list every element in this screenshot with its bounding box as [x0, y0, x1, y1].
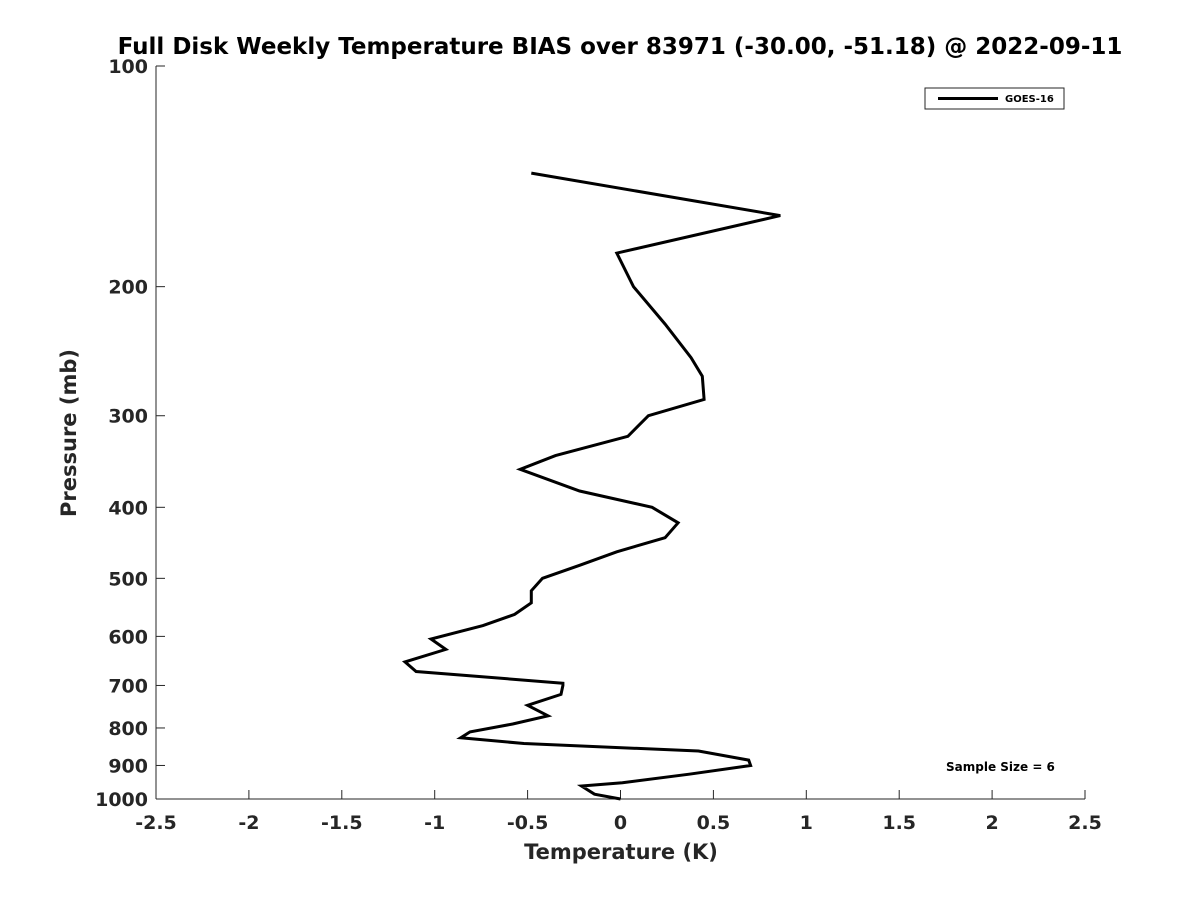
x-tick-label: 1.5 [882, 812, 916, 834]
y-tick-label: 400 [108, 497, 148, 519]
x-tick-label: -1.5 [321, 812, 363, 834]
y-tick-label: 1000 [95, 789, 148, 811]
chart-title: Full Disk Weekly Temperature BIAS over 8… [118, 34, 1123, 60]
y-tick-label: 700 [108, 675, 148, 697]
sample-size-annotation: Sample Size = 6 [946, 760, 1055, 774]
x-tick-label: 2 [985, 812, 998, 834]
x-axis-label: Temperature (K) [524, 840, 718, 864]
x-tick-label: 0 [614, 812, 627, 834]
x-tick-label: -1 [424, 812, 445, 834]
series-lines [401, 171, 781, 801]
x-tick-label: 0.5 [697, 812, 731, 834]
y-axis-ticks: 100 200 300 400 500 600 700 800 900 1000 [95, 56, 165, 811]
legend: GOES-16 [924, 87, 1065, 110]
y-tick-label: 200 [108, 277, 148, 299]
x-tick-label: -2 [238, 812, 259, 834]
x-axis-ticks: -2.5 -2 -1.5 -1 -0.5 0 0.5 1 1.5 2 2.5 [135, 790, 1102, 834]
x-tick-label: 1 [800, 812, 813, 834]
y-axis-label: Pressure (mb) [57, 349, 81, 517]
legend-entry-goes-16: GOES-16 [1005, 94, 1054, 105]
y-tick-label: 300 [108, 406, 148, 428]
y-tick-label: 600 [108, 626, 148, 648]
x-tick-label: -2.5 [135, 812, 177, 834]
y-tick-label: 100 [108, 56, 148, 78]
y-tick-label: 800 [108, 718, 148, 740]
y-tick-label: 900 [108, 755, 148, 777]
y-tick-label: 500 [108, 568, 148, 590]
x-tick-label: -0.5 [507, 812, 549, 834]
series-line-goes-16 [401, 171, 781, 801]
x-tick-label: 2.5 [1068, 812, 1102, 834]
